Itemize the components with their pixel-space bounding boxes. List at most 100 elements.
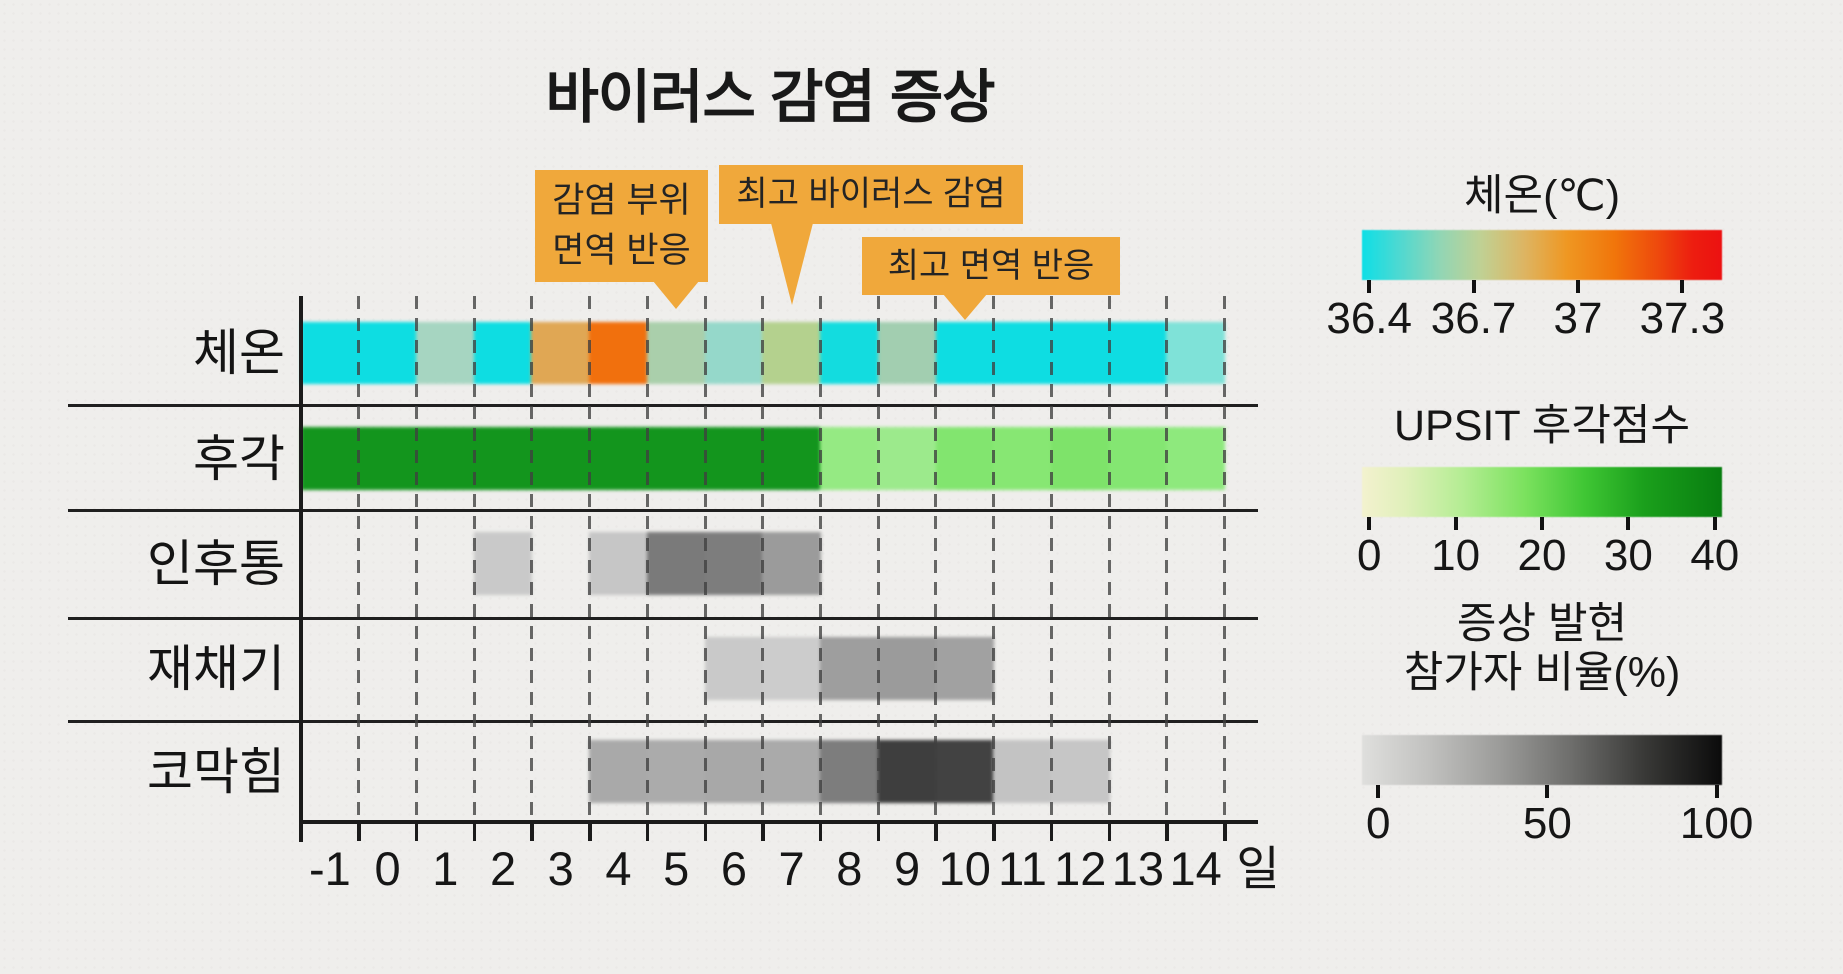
legend-title: UPSIT 후각점수: [1393, 402, 1691, 450]
legend-colorbar: [1362, 467, 1722, 517]
x-axis-tick: [703, 822, 708, 841]
annotation-text: 최고 바이러스 감염: [736, 175, 1006, 213]
heatmap-cell: [877, 427, 937, 490]
x-axis-tick: [1107, 822, 1112, 841]
heatmap-cell: [877, 322, 937, 384]
annotation-pointer: [770, 223, 813, 305]
heatmap-cell: [646, 532, 706, 595]
x-tick-label: 6: [720, 842, 747, 895]
x-tick-label: 8: [836, 842, 863, 895]
heatmap-cell: [646, 427, 706, 490]
heatmap-cell: [820, 637, 879, 700]
heatmap-cell: [531, 322, 591, 384]
x-axis-tick: [530, 822, 534, 841]
x-axis-tick: [357, 822, 361, 841]
x-axis-tick: [818, 822, 823, 841]
day-gridline: [588, 296, 592, 822]
x-tick-label: 3: [547, 842, 574, 895]
legend-tick: [1576, 280, 1580, 293]
heatmap-cell: [1108, 322, 1168, 384]
heatmap-cell: [531, 427, 591, 490]
x-axis-tick: [934, 822, 938, 841]
heatmap-cell: [646, 740, 706, 803]
x-axis-tick: [472, 822, 477, 841]
annotation-text: 최고 면역 반응: [887, 247, 1095, 285]
row-label: 코막힘: [147, 743, 285, 800]
legend-tick-label: 37: [1553, 294, 1603, 343]
legend-colorbar: [1362, 230, 1722, 280]
x-tick-label: 5: [663, 842, 690, 895]
legend-tick: [1367, 517, 1372, 530]
heatmap-row-3: [301, 532, 1227, 595]
day-gridline: [761, 296, 765, 822]
x-axis-tick: [299, 822, 303, 841]
row-label: 후각: [193, 430, 285, 487]
annotation-pointer: [942, 294, 987, 320]
heatmap-row-1: [300, 322, 1227, 384]
heatmap-cell: [473, 322, 533, 384]
legend-tick: [1545, 785, 1550, 798]
x-tick-label: 9: [893, 842, 921, 895]
heatmap-cell: [935, 322, 995, 384]
heatmap-cell: [1050, 427, 1110, 490]
x-tick-label: 2: [489, 842, 517, 895]
y-axis-line: [299, 296, 303, 842]
legend-tick: [1680, 280, 1685, 293]
heatmap-cell: [300, 322, 360, 384]
x-axis-tick: [414, 822, 419, 841]
x-tick-label: 7: [778, 842, 805, 895]
heatmap-cell: [1108, 427, 1168, 490]
x-axis-unit-label: 일: [1236, 842, 1280, 895]
heatmap-cell: [704, 637, 764, 700]
row-label: 인후통: [147, 535, 285, 592]
heatmap-cell: [589, 427, 648, 490]
heatmap-cell: [762, 427, 821, 490]
x-axis-tick: [1223, 822, 1227, 841]
legend-tick-label: 37.3: [1639, 294, 1726, 343]
heatmap-cell: [993, 322, 1052, 384]
heatmap-cell: [1166, 427, 1225, 490]
heatmap-cell: [762, 740, 821, 803]
x-tick-label: 13: [1111, 842, 1165, 895]
day-gridline: [818, 296, 822, 822]
heatmap-cell: [704, 532, 764, 595]
x-tick-label: 0: [374, 842, 401, 895]
legend-colorbar: [1362, 735, 1722, 785]
x-axis-tick: [1165, 822, 1169, 841]
legend-title: 참가자 비율(%): [1403, 649, 1681, 697]
day-gridline: [876, 296, 880, 822]
row-separator-line: [68, 404, 1258, 407]
x-tick-label: 11: [998, 842, 1047, 895]
heatmap-cell: [416, 322, 475, 384]
day-gridline: [1165, 296, 1169, 822]
day-gridline: [472, 296, 476, 822]
day-gridline: [1049, 296, 1053, 822]
legend-tick-label: 40: [1690, 531, 1740, 580]
legend-tick-label: 0: [1356, 531, 1382, 580]
heatmap-cell: [300, 427, 360, 490]
day-gridline: [934, 296, 938, 822]
legend-tick: [1453, 517, 1458, 530]
annotation-callout: 최고 면역 반응: [862, 237, 1120, 295]
heatmap-cell: [1166, 322, 1225, 384]
heatmap-cell: [646, 322, 706, 384]
legend-tick-label: 10: [1431, 531, 1481, 580]
heatmap-row-4: [301, 637, 1227, 700]
heatmap-row-5: [301, 740, 1227, 803]
legend-tick-label: 0: [1365, 799, 1391, 848]
heatmap-cell: [762, 532, 821, 595]
heatmap-cell: [877, 740, 937, 803]
heatmap-cell: [358, 322, 417, 384]
heatmap-cell: [704, 322, 764, 384]
heatmap-cell: [473, 532, 533, 595]
heatmap-cell: [993, 427, 1052, 490]
heatmap-cell: [589, 532, 648, 595]
x-tick-label: 1: [432, 842, 459, 895]
heatmap-cell: [820, 322, 879, 384]
heatmap-cell: [762, 322, 821, 384]
heatmap-cell: [935, 427, 995, 490]
row-separator-line: [68, 720, 1258, 723]
annotation-callout: 감염 부위 면역 반응: [535, 170, 708, 282]
legend-tick-label: 36.4: [1326, 294, 1412, 343]
chart-title: 바이러스 감염 증상: [545, 65, 995, 130]
